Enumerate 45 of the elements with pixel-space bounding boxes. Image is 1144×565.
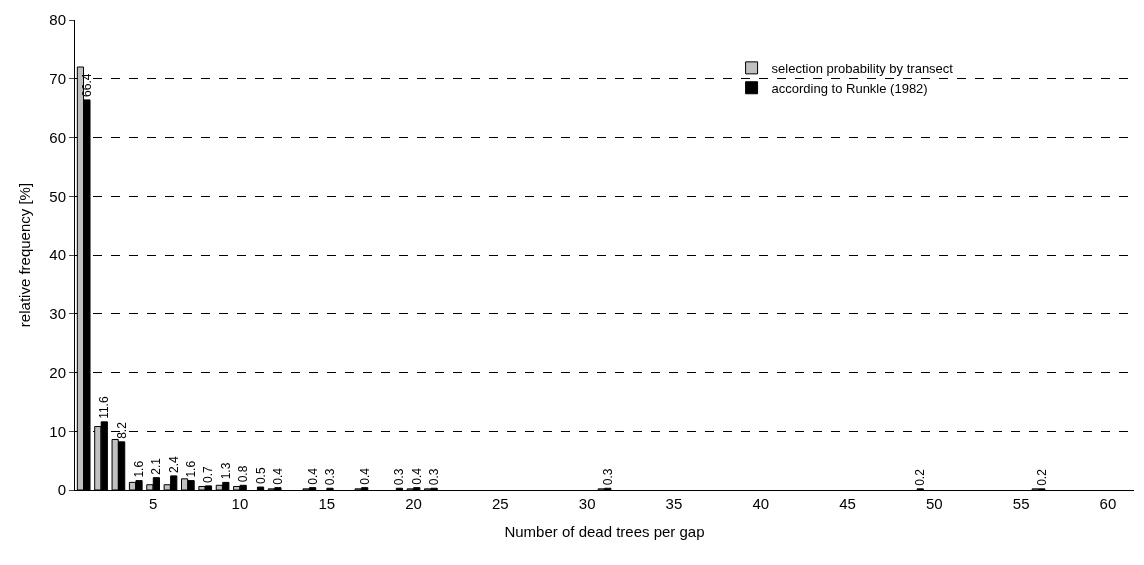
- x-tick-label: 30: [578, 495, 596, 512]
- y-tick-label: 0: [57, 481, 66, 499]
- y-tick-label: 10: [49, 422, 66, 440]
- x-tick-label: 15: [318, 495, 336, 512]
- x-axis-title: Number of dead trees per gap: [504, 523, 705, 540]
- x-tick-label: 25: [492, 495, 509, 512]
- data-label: 0.3: [600, 468, 615, 486]
- data-label: 0.7: [201, 465, 216, 483]
- data-label: 1.3: [218, 462, 233, 480]
- legend-label: selection probability by transect: [771, 60, 954, 76]
- data-label: 8.2: [114, 421, 129, 439]
- data-label: 0.4: [357, 467, 372, 485]
- y-tick-label: 20: [49, 363, 66, 381]
- x-tick-label: 5: [148, 495, 158, 512]
- data-label: 2.1: [149, 457, 164, 475]
- data-label: 0.3: [392, 468, 407, 486]
- y-tick-label: 70: [49, 70, 66, 87]
- x-tick-label: 50: [926, 495, 943, 512]
- data-label: 11.6: [97, 396, 112, 419]
- data-label: 0.5: [253, 467, 268, 485]
- data-label: 0.4: [409, 467, 424, 485]
- data-label: 2.4: [166, 455, 181, 473]
- x-tick-label: 40: [752, 495, 770, 512]
- data-label: 0.4: [305, 467, 320, 485]
- y-tick-label: 60: [49, 128, 66, 146]
- x-tick-label: 55: [1012, 495, 1030, 512]
- data-label: 1.6: [132, 460, 147, 478]
- x-tick-label: 20: [405, 495, 422, 512]
- y-axis-title: relative frequency [%]: [15, 182, 33, 328]
- data-label: 1.6: [184, 460, 199, 478]
- y-tick-label: 30: [49, 305, 66, 322]
- y-tick-label: 40: [49, 246, 66, 264]
- x-tick-label: 45: [839, 495, 856, 512]
- data-label: 0.3: [427, 468, 442, 486]
- data-label: 0.2: [913, 468, 928, 486]
- x-tick-label: 10: [231, 495, 249, 512]
- y-tick-label: 80: [49, 11, 66, 29]
- data-label: 0.8: [236, 465, 251, 483]
- data-label: 0.2: [1034, 468, 1049, 486]
- y-tick-label: 50: [49, 187, 66, 205]
- data-label: 0.4: [270, 467, 285, 485]
- legend-label: according to Runkle (1982): [771, 80, 928, 96]
- data-label: 0.3: [322, 468, 337, 486]
- x-tick-label: 35: [665, 495, 683, 512]
- x-tick-label: 60: [1099, 495, 1117, 512]
